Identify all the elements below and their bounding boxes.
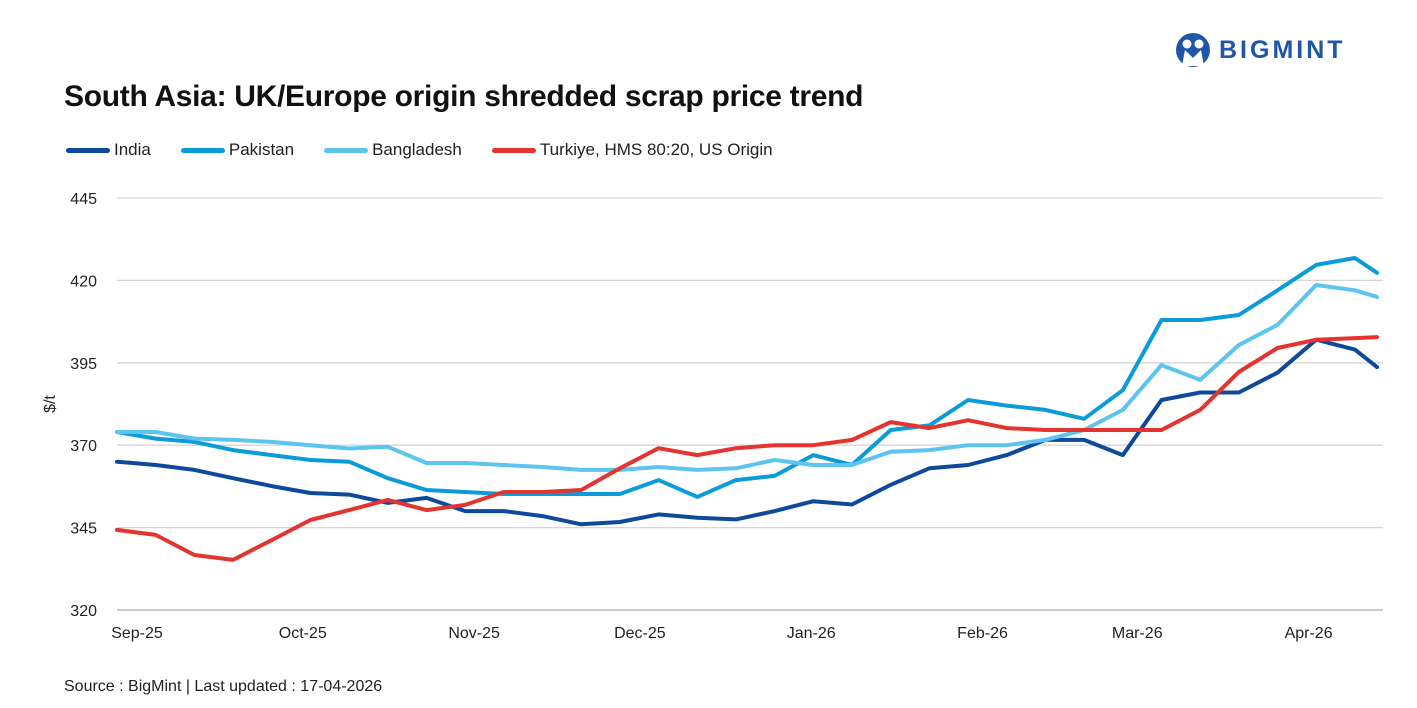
logo-icon <box>1176 33 1210 67</box>
y-tick-label: 445 <box>70 191 97 208</box>
legend-swatch <box>324 147 369 153</box>
legend-swatch <box>491 147 536 153</box>
x-tick-label: Jan-26 <box>787 625 836 642</box>
series-line-turkiye <box>115 335 1379 562</box>
x-tick-label: Sep-25 <box>111 625 163 642</box>
x-tick-label: Nov-25 <box>448 625 500 642</box>
legend-label: Turkiye, HMS 80:20, US Origin <box>539 140 773 159</box>
x-tick-label: Oct-25 <box>279 625 327 642</box>
source-note: Source : BigMint | Last updated : 17-04-… <box>64 678 383 695</box>
legend-item: India <box>66 140 151 160</box>
x-tick-label: Apr-26 <box>1285 625 1333 642</box>
legend-swatch <box>180 147 225 153</box>
legend-item: Bangladesh <box>324 140 462 160</box>
bigmint-logo: BIGMINT <box>1175 32 1346 68</box>
legend-swatch <box>66 147 110 153</box>
x-tick-label: Dec-25 <box>614 625 666 642</box>
legend-item: Turkiye, HMS 80:20, US Origin <box>491 140 773 160</box>
x-tick-label: Mar-26 <box>1112 625 1163 642</box>
series-line-bangladesh <box>115 283 1379 472</box>
y-tick-label: 370 <box>70 438 97 455</box>
legend-label: India <box>114 140 151 159</box>
x-tick-label: Feb-26 <box>957 625 1008 642</box>
series-line-pakistan <box>115 256 1379 499</box>
legend-label: Bangladesh <box>372 140 462 159</box>
y-tick-label: 420 <box>70 273 97 290</box>
legend: India Pakistan Bangladesh Turkiye, HMS 80:2… <box>66 140 773 160</box>
y-axis-label: $/t <box>42 395 59 413</box>
series-line-india <box>115 337 1379 527</box>
legend-label: Pakistan <box>228 140 295 159</box>
chart-title: South Asia: UK/Europe origin shredded sc… <box>64 80 864 113</box>
y-tick-label: 345 <box>70 521 97 538</box>
y-tick-label: 320 <box>70 603 97 620</box>
y-tick-label: 395 <box>70 356 97 373</box>
legend-item: Pakistan <box>180 140 295 160</box>
brand-name: BIGMINT <box>1219 35 1346 64</box>
